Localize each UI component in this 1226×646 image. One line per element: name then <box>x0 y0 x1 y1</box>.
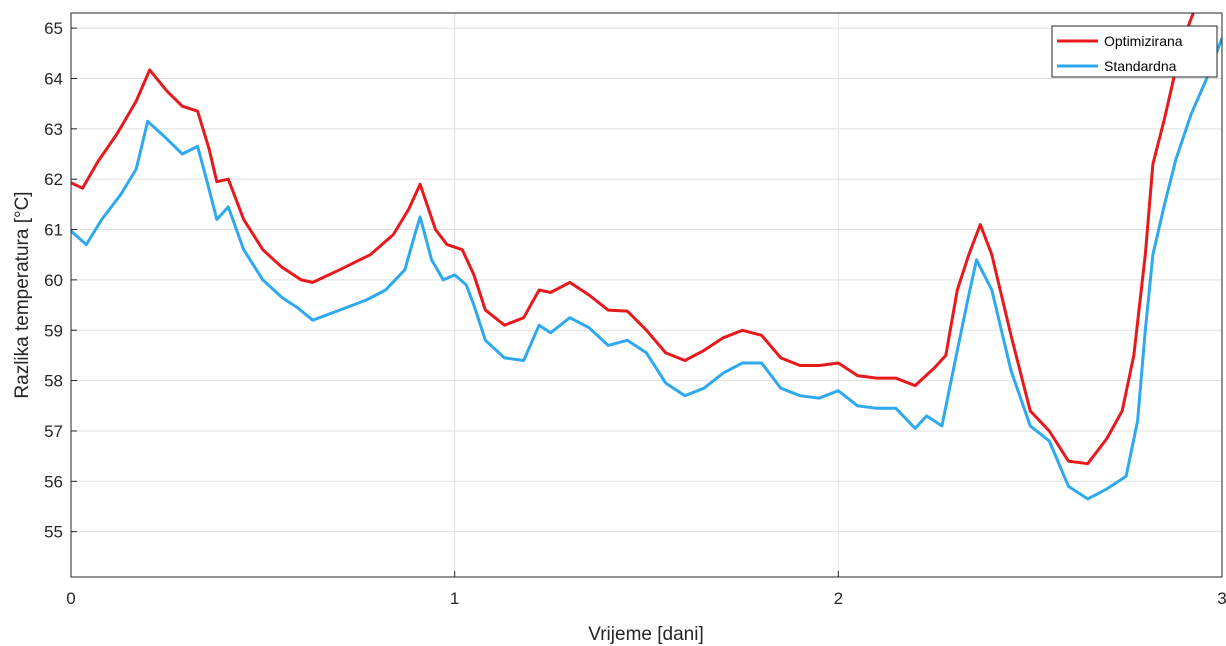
plot-frame <box>70 12 1223 578</box>
x-tick-label-3: 3 <box>1217 589 1226 608</box>
series-line-standardna <box>71 36 1222 501</box>
y-tick-label-7: 62 <box>44 170 63 189</box>
y-tick-label-4: 59 <box>44 321 63 340</box>
legend-label-optimizirana: Optimizirana <box>1104 33 1183 49</box>
y-tick-label-3: 58 <box>44 372 63 391</box>
axis-ticks: 0 1 2 3 55 56 57 58 59 60 61 62 63 64 65 <box>44 19 1226 608</box>
x-tick-label-1: 1 <box>450 589 459 608</box>
legend: Optimizirana Standardna <box>1051 25 1218 78</box>
y-tick-label-5: 60 <box>44 271 63 290</box>
y-tick-label-10: 65 <box>44 19 63 38</box>
y-tick-label-9: 64 <box>44 69 63 88</box>
legend-box <box>1051 25 1218 78</box>
y-tick-label-6: 61 <box>44 221 63 240</box>
y-tick-label-8: 63 <box>44 120 63 139</box>
series-layer <box>71 13 1222 501</box>
legend-label-standardna: Standardna <box>1104 58 1177 74</box>
y-tick-label-2: 57 <box>44 422 63 441</box>
series-line-optimizirana <box>71 13 1195 466</box>
plot-area <box>71 13 1222 577</box>
y-axis-label: Razlika temperatura [°C] <box>12 191 33 398</box>
grid-lines <box>71 13 1222 577</box>
y-tick-label-0: 55 <box>44 523 63 542</box>
x-axis-label: Vrijeme [dani] <box>588 624 703 645</box>
y-tick-label-1: 56 <box>44 472 63 491</box>
x-tick-label-0: 0 <box>66 589 75 608</box>
x-tick-label-2: 2 <box>834 589 843 608</box>
